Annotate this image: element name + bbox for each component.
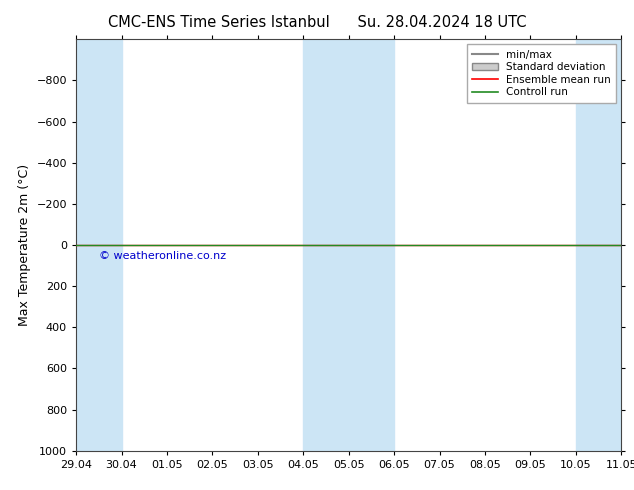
Y-axis label: Max Temperature 2m (°C): Max Temperature 2m (°C) <box>18 164 31 326</box>
Legend: min/max, Standard deviation, Ensemble mean run, Controll run: min/max, Standard deviation, Ensemble me… <box>467 45 616 102</box>
Bar <box>576 39 634 451</box>
Bar <box>76 39 122 451</box>
Bar <box>303 39 394 451</box>
Text: © weatheronline.co.nz: © weatheronline.co.nz <box>99 251 226 261</box>
Text: CMC-ENS Time Series Istanbul      Su. 28.04.2024 18 UTC: CMC-ENS Time Series Istanbul Su. 28.04.2… <box>108 15 526 30</box>
